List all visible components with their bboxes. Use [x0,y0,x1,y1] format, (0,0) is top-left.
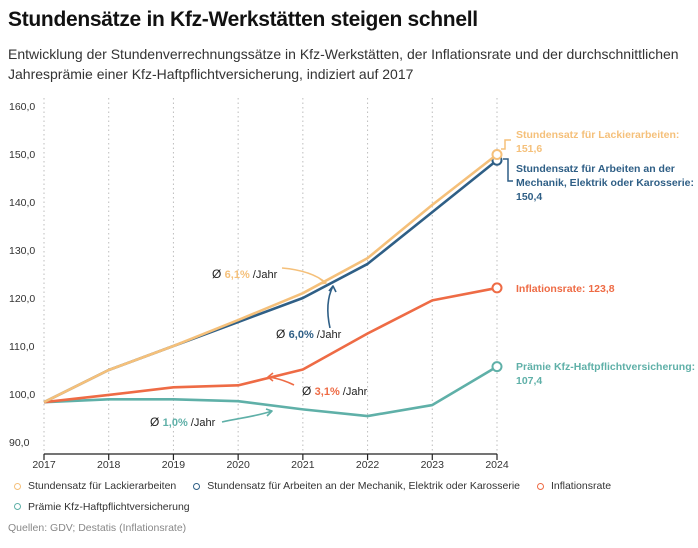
series-line [43,153,498,404]
end-label-connector [503,158,513,182]
growth-value: 6,1% [225,269,250,281]
source-note: Quellen: GDV; Destatis (Inflationsrate) [8,522,187,534]
series-line [43,365,498,418]
y-tick-label: 90,0 [9,437,30,449]
arrowhead-icon [267,372,274,382]
arrowhead-icon [265,408,273,417]
x-tick-label: 2018 [97,459,121,471]
end-label: 150,4 [516,191,542,203]
end-marker [491,148,503,160]
legend-item-lackier[interactable]: Stundensatz für Lackierarbeiten [14,476,176,496]
legend-label: Inflationsrate [550,480,612,492]
y-tick-label: 150,0 [9,149,35,161]
end-label-connector [501,139,511,150]
y-tick-label: 120,0 [9,293,35,305]
series-line [43,286,498,404]
legend-marker [14,503,21,510]
annotation-arrow [281,267,327,284]
chart-subtitle: Entwicklung der Stundenverrechnungssätze… [8,46,679,82]
legend-label: Stundensatz für Lackierarbeiten [28,480,177,492]
avg-symbol: Ø [150,415,163,429]
growth-value: 3,1% [315,386,340,398]
legend-item-praemie[interactable]: Prämie Kfz-Haftpflichtversicherung [14,497,190,517]
end-marker [491,361,503,373]
end-label: Mechanik, Elektrik oder Karosserie: [516,177,694,189]
chart-title: Stundensätze in Kfz-Werkstätten steigen … [8,8,478,31]
end-marker [491,282,503,294]
x-tick-label: 2023 [421,459,445,471]
avg-symbol: Ø [302,384,315,398]
per-year: /Jahr [188,417,216,429]
x-tick-label: 2020 [226,459,250,471]
legend-marker [193,482,201,490]
end-label: Stundensatz für Arbeiten an der [516,163,675,175]
legend-item-mechanik[interactable]: Stundensatz für Arbeiten an der Mechanik… [193,476,520,496]
legend-marker [536,482,544,490]
x-tick-label: 2022 [356,459,380,471]
y-tick-label: 100,0 [9,389,35,401]
legend: Stundensatz für Lackierarbeiten Stundens… [14,476,694,517]
annotation-arrow [221,410,273,423]
avg-symbol: Ø [276,327,289,341]
end-label: 107,4 [516,375,542,387]
growth-value: 6,0% [289,329,314,341]
x-tick-label: 2021 [291,459,315,471]
per-year: /Jahr [340,386,368,398]
annotation-arrow [327,285,334,329]
series-line [43,159,498,404]
arrowhead-icon [318,278,327,285]
end-label: 151,6 [516,143,542,155]
legend-label: Stundensatz für Arbeiten an der Mechanik… [207,480,521,492]
end-label: Inflationsrate: 123,8 [516,283,615,295]
y-tick-label: 110,0 [9,341,35,353]
growth-annotation: Ø 3,1% /Jahr [302,384,368,398]
annotation-arrow [267,376,295,386]
arrowhead-icon [328,285,337,293]
legend-item-inflation[interactable]: Inflationsrate [536,476,612,496]
y-tick-label: 140,0 [9,197,35,209]
x-tick-label: 2019 [162,459,186,471]
y-tick-label: 160,0 [9,101,35,113]
legend-label: Prämie Kfz-Haftpflichtversicherung [28,500,190,513]
growth-annotation: Ø 1,0% /Jahr [150,415,216,429]
growth-annotation: Ø 6,1% /Jahr [212,267,278,281]
growth-value: 1,0% [163,417,188,429]
end-label: Prämie Kfz-Haftpflichtversicherung: [516,361,695,373]
legend-marker [14,482,21,490]
avg-symbol: Ø [212,267,225,281]
x-tick-label: 2024 [485,459,509,471]
y-tick-label: 130,0 [9,245,35,257]
per-year: /Jahr [250,269,278,281]
growth-annotation: Ø 6,0% /Jahr [276,327,342,341]
end-label: Stundensatz für Lackierarbeiten: [516,129,679,141]
per-year: /Jahr [314,329,342,341]
x-tick-label: 2017 [32,459,56,471]
